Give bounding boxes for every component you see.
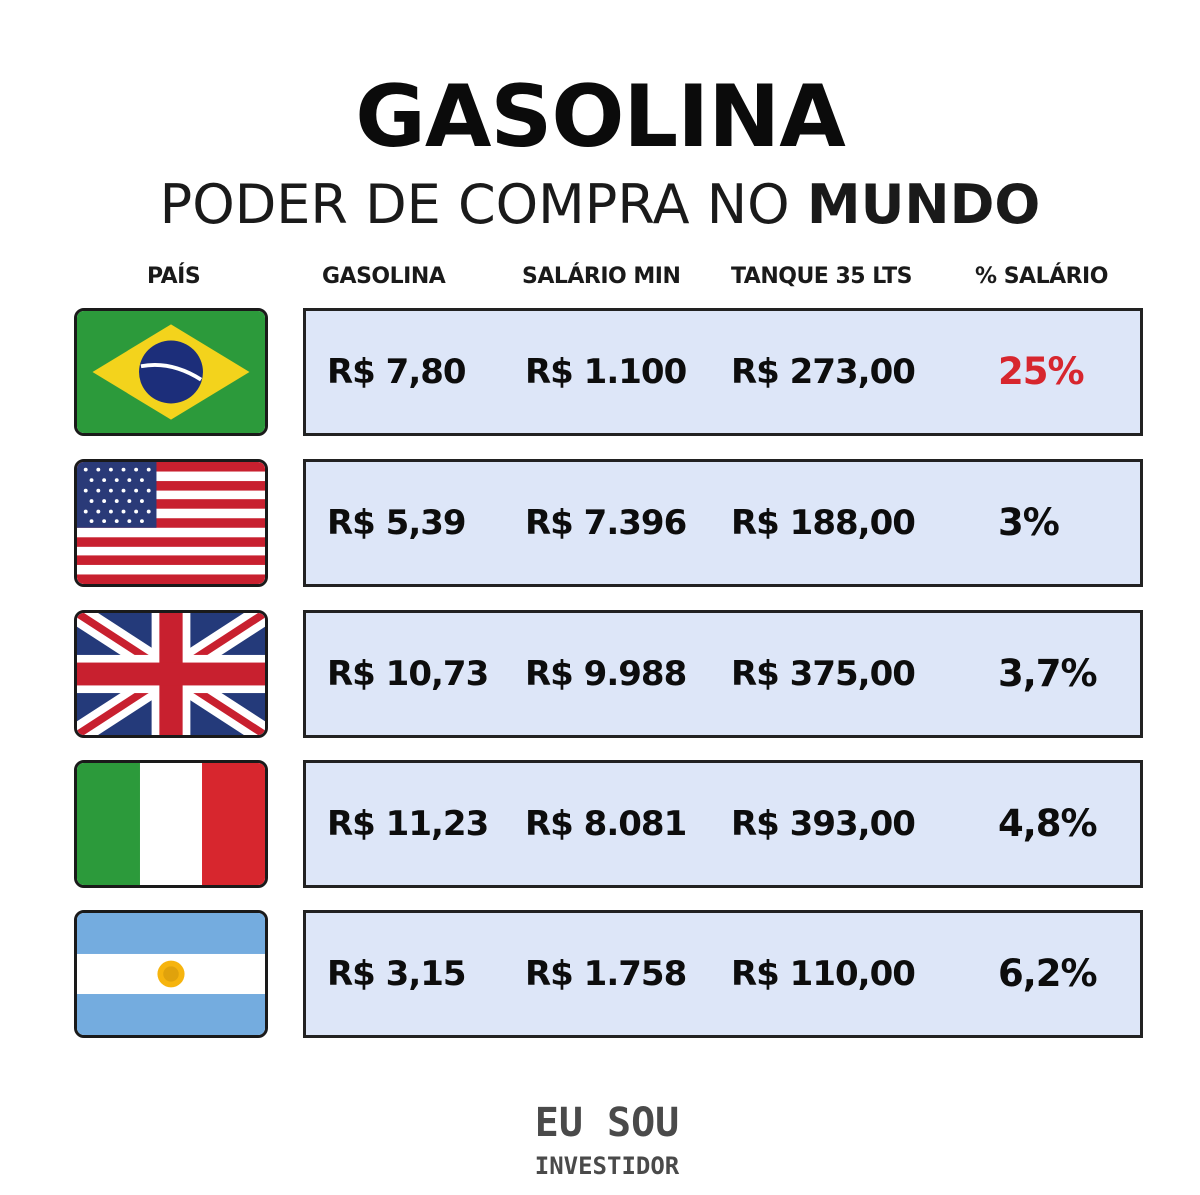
salario-min-value: R$ 1.100 xyxy=(525,352,687,392)
table-row-argentina: R$ 3,15 R$ 1.758 R$ 110,00 6,2% xyxy=(303,910,1143,1038)
tanque-value: R$ 375,00 xyxy=(731,654,916,694)
pct-salario-value: 25% xyxy=(998,350,1085,393)
page-subtitle: PODER DE COMPRA NO MUNDO xyxy=(0,178,1200,232)
pct-salario-value: 3,7% xyxy=(998,652,1098,695)
tanque-value: R$ 188,00 xyxy=(731,503,916,543)
table-row-usa: R$ 5,39 R$ 7.396 R$ 188,00 3% xyxy=(303,459,1143,587)
salario-min-value: R$ 7.396 xyxy=(525,503,687,543)
header-pct-salario: % SALÁRIO xyxy=(975,264,1108,289)
gasolina-value: R$ 7,80 xyxy=(327,352,467,392)
svg-text:EU SOU: EU SOU xyxy=(535,1100,680,1146)
gasolina-value: R$ 5,39 xyxy=(327,503,467,543)
table-row-italy: R$ 11,23 R$ 8.081 R$ 393,00 4,8% xyxy=(303,760,1143,888)
page-title: GASOLINA xyxy=(355,67,846,167)
salario-min-value: R$ 8.081 xyxy=(525,804,687,844)
eu-sou-investidor-logo: EU SOU INVESTIDOR xyxy=(527,1096,687,1180)
header-tanque: TANQUE 35 LTS xyxy=(731,264,913,289)
argentina-flag xyxy=(74,910,268,1038)
pct-salario-value: 4,8% xyxy=(998,802,1098,845)
salario-min-value: R$ 9.988 xyxy=(525,654,687,694)
salario-min-value: R$ 1.758 xyxy=(525,954,687,994)
table-row-uk: R$ 10,73 R$ 9.988 R$ 375,00 3,7% xyxy=(303,610,1143,738)
brazil-flag xyxy=(74,308,268,436)
header-pais: PAÍS xyxy=(147,264,201,289)
subtitle-bold: MUNDO xyxy=(806,173,1041,236)
pct-salario-value: 3% xyxy=(998,501,1060,544)
table-row-brazil: R$ 7,80 R$ 1.100 R$ 273,00 25% xyxy=(303,308,1143,436)
uk-flag xyxy=(74,610,268,738)
usa-flag xyxy=(74,459,268,587)
gasolina-value: R$ 10,73 xyxy=(327,654,489,694)
header-gasolina: GASOLINA xyxy=(322,264,446,289)
pct-salario-value: 6,2% xyxy=(998,952,1098,995)
italy-flag xyxy=(74,760,268,888)
subtitle-regular: PODER DE COMPRA NO xyxy=(159,173,807,236)
svg-text:INVESTIDOR: INVESTIDOR xyxy=(535,1152,680,1180)
tanque-value: R$ 110,00 xyxy=(731,954,916,994)
tanque-value: R$ 273,00 xyxy=(731,352,916,392)
header-salario-min: SALÁRIO MIN xyxy=(522,264,681,289)
tanque-value: R$ 393,00 xyxy=(731,804,916,844)
gasolina-value: R$ 11,23 xyxy=(327,804,489,844)
gasolina-value: R$ 3,15 xyxy=(327,954,467,994)
